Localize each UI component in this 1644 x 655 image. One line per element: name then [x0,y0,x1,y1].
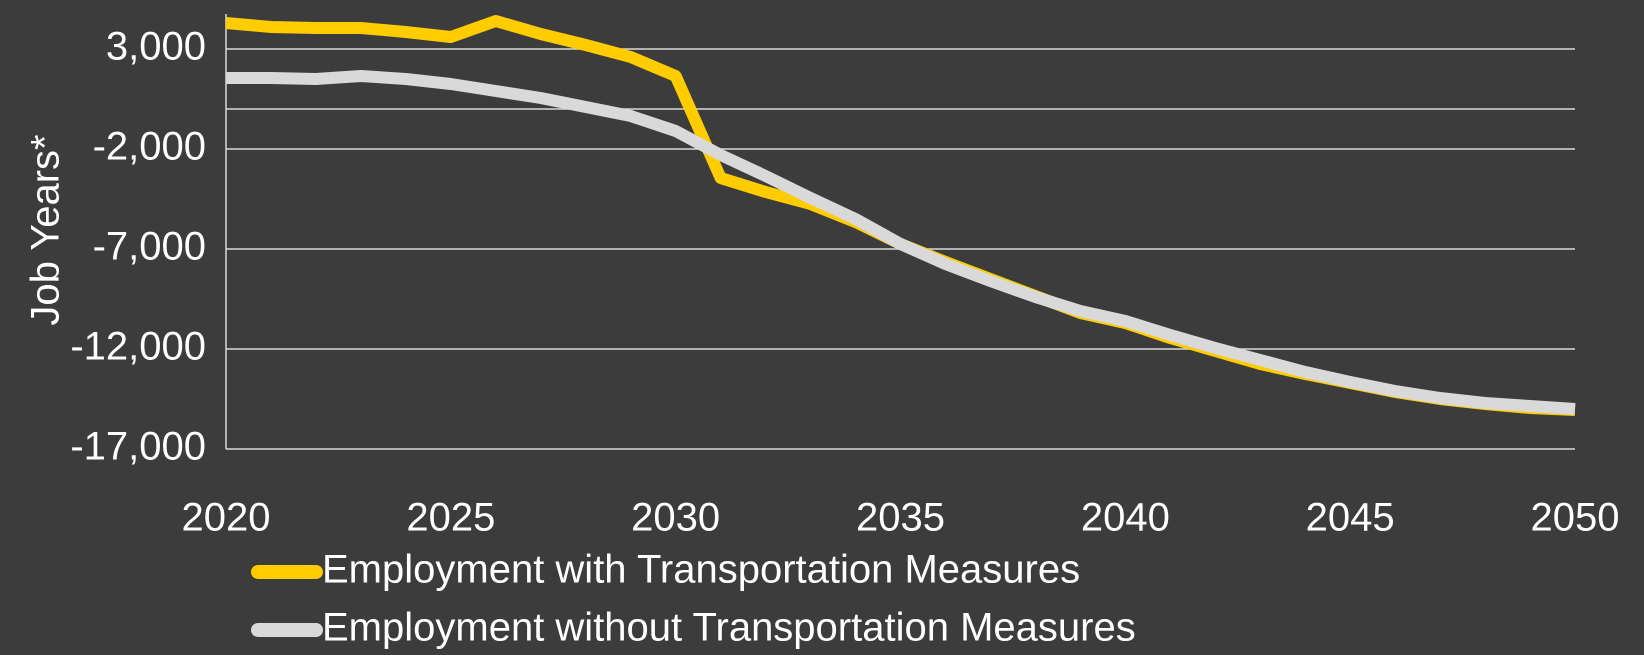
x-tick-label: 2020 [182,496,271,540]
x-tick-label: 2030 [631,496,720,540]
y-tick-label: -2,000 [93,125,206,169]
x-tick-label: 2050 [1531,496,1620,540]
y-axis-title: Job Years* [24,134,68,325]
y-tick-label: -12,000 [70,325,206,369]
legend-label: Employment with Transportation Measures [322,548,1080,592]
x-tick-label: 2035 [856,496,945,540]
x-tick-label: 2040 [1081,496,1170,540]
y-tick-label: 3,000 [106,25,206,69]
series-line [226,70,1576,415]
legend-label: Employment without Transportation Measur… [322,606,1136,650]
x-tick-label: 2025 [406,496,495,540]
y-tick-label: -7,000 [93,225,206,269]
x-tick-label: 2045 [1306,496,1395,540]
y-tick-label: -17,000 [70,425,206,469]
